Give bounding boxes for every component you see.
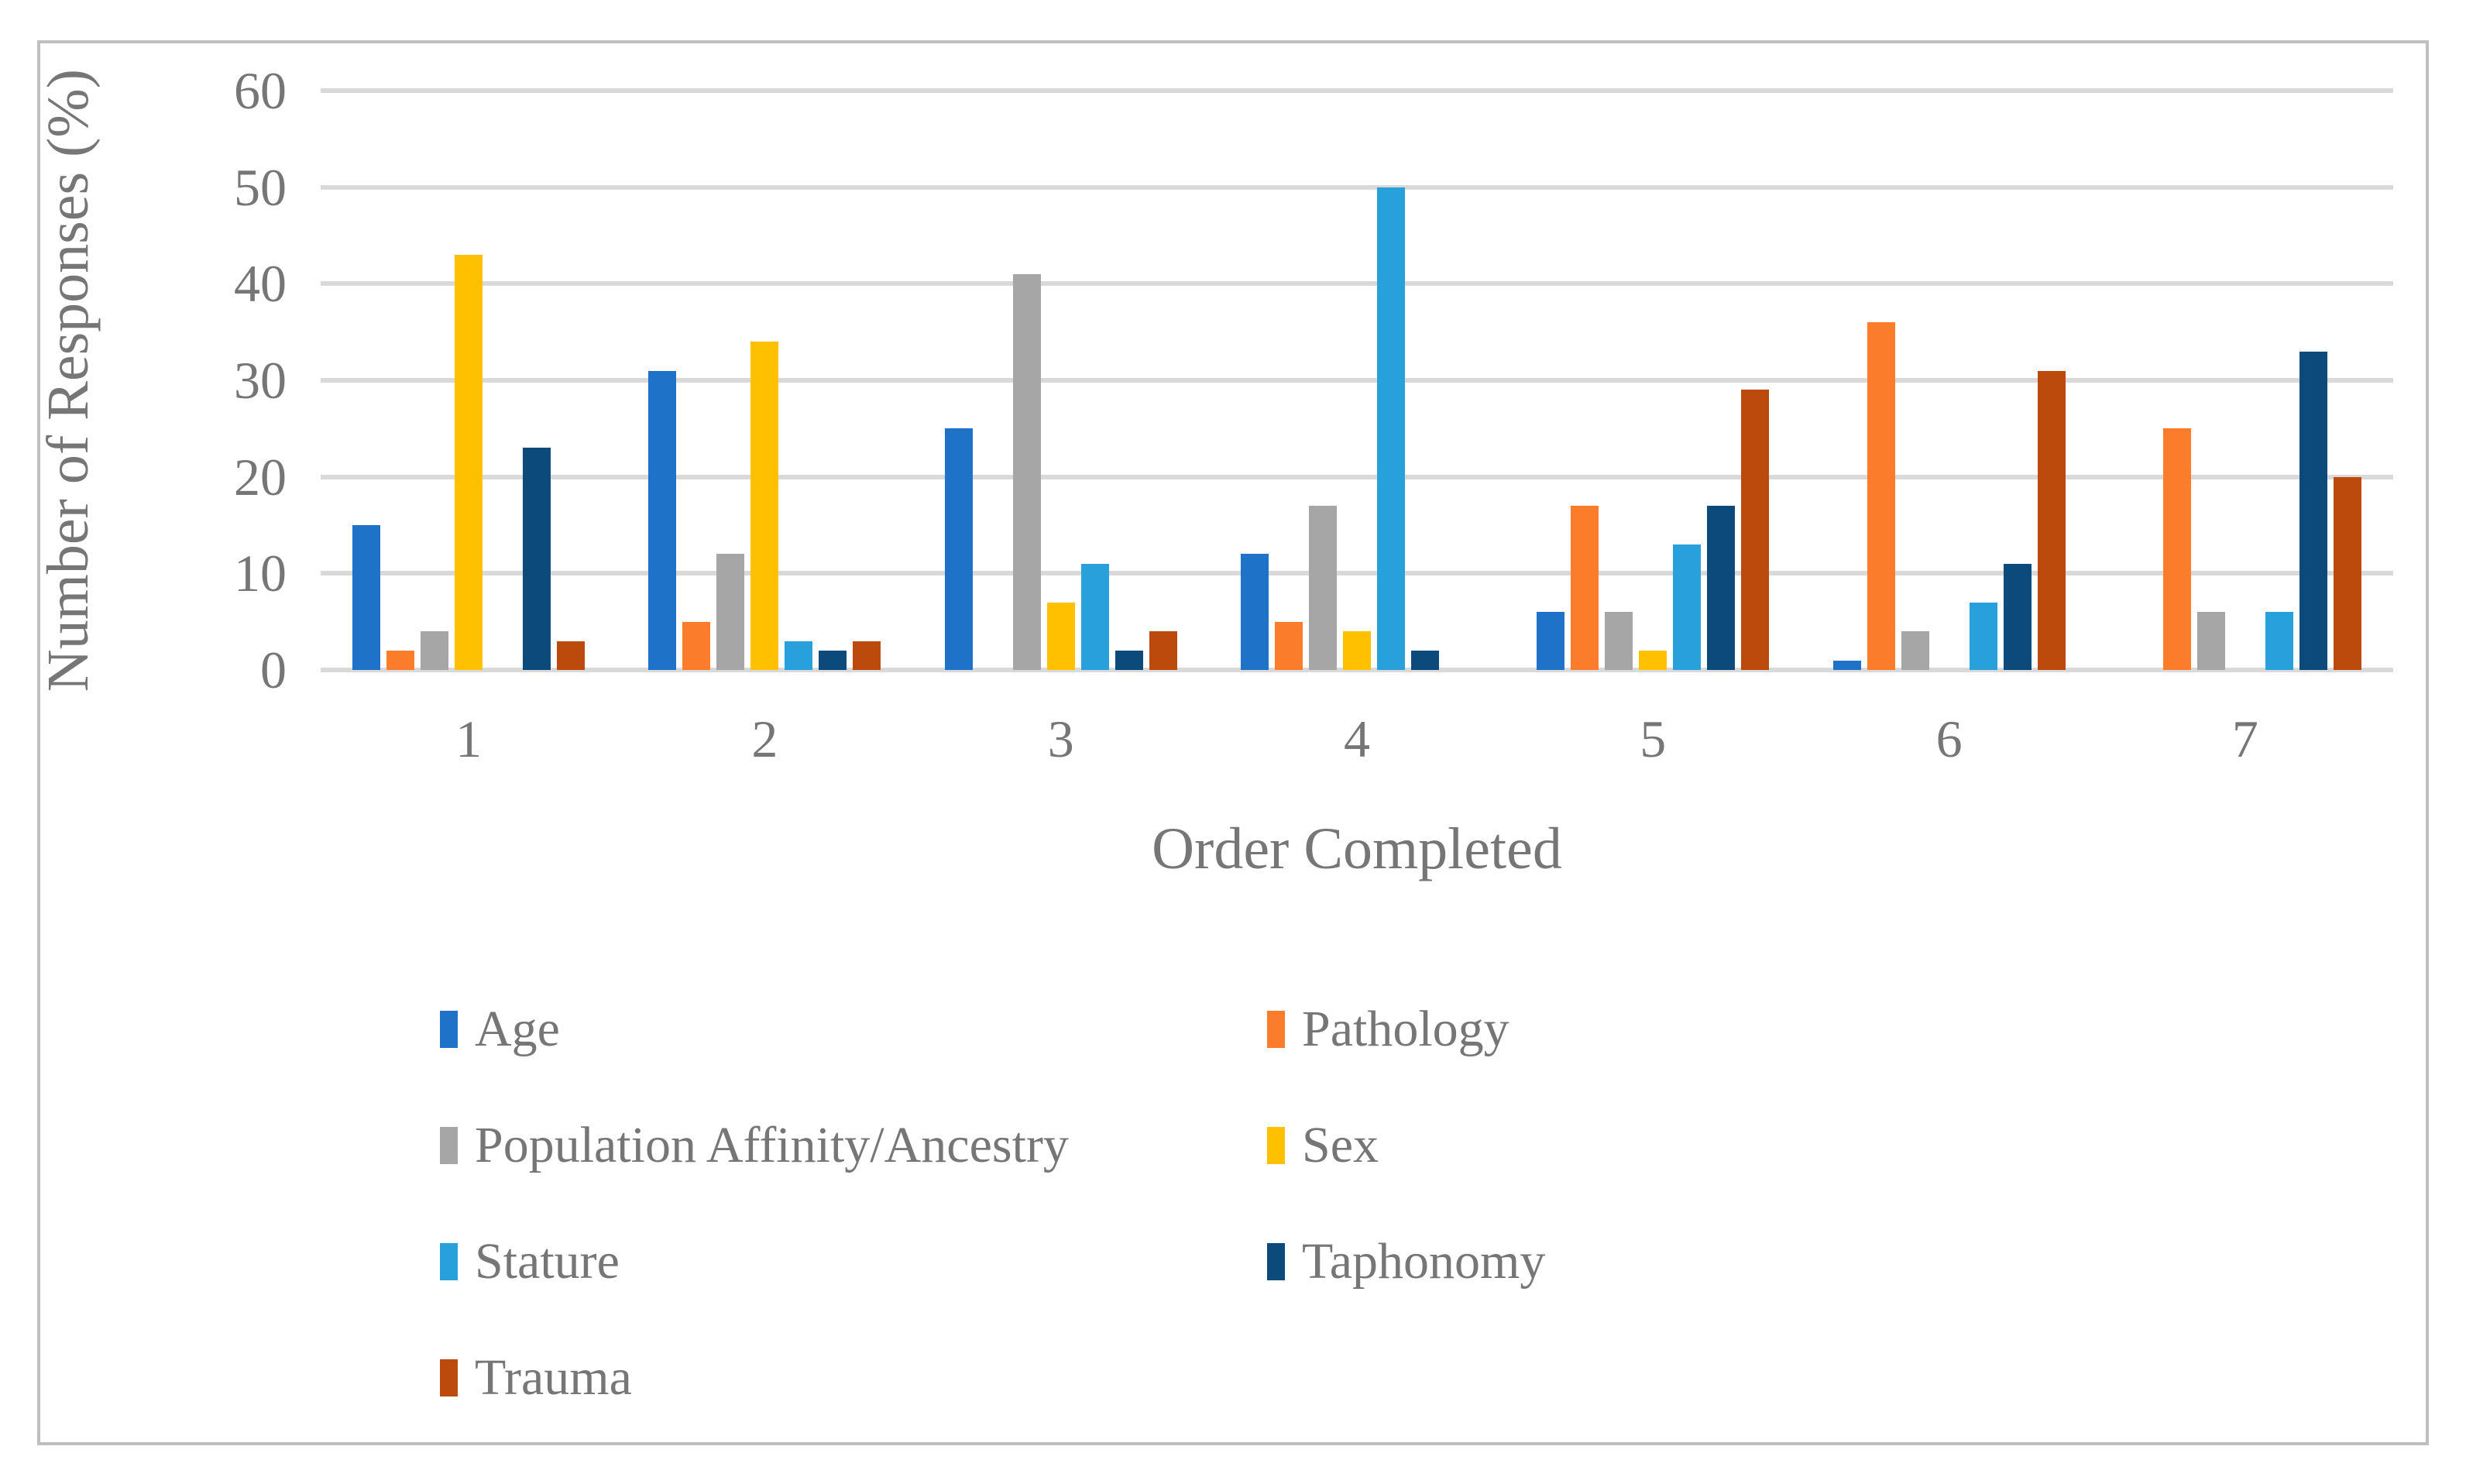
x-axis-title: Order Completed [1152, 816, 1562, 881]
bar-age-group-4 [1241, 554, 1269, 670]
bar-taphonomy-group-7 [2299, 351, 2327, 670]
bar-age-group-3 [944, 428, 973, 670]
legend-label: Population Affinity/Ancestry [475, 1117, 1069, 1173]
x-tick-label: 6 [1935, 709, 1963, 768]
bar-trauma-group-3 [1149, 631, 1177, 670]
bar-sex-group-2 [750, 342, 779, 670]
legend-label: Pathology [1302, 1001, 1509, 1057]
bar-stature-group-7 [2265, 612, 2293, 670]
gridline [321, 184, 2393, 190]
legend-label: Taphonomy [1302, 1233, 1546, 1290]
bar-stature-group-2 [785, 641, 813, 670]
bar-pathology-group-4 [1275, 621, 1303, 670]
y-tick-label: 30 [234, 351, 287, 410]
legend-label: Trauma [475, 1349, 632, 1406]
legend-swatch-age [440, 1011, 458, 1048]
legend-swatch-population-affinity-ancestry [440, 1127, 458, 1164]
bar-sex-group-1 [455, 254, 483, 670]
bar-sex-group-3 [1046, 602, 1075, 670]
bar-population-affinity-ancestry-group-7 [2196, 612, 2225, 670]
bar-stature-group-5 [1673, 544, 1702, 670]
x-tick-label: 2 [751, 709, 778, 768]
bar-trauma-group-6 [2037, 370, 2066, 670]
y-tick-label: 60 [234, 61, 287, 120]
legend-label: Sex [1302, 1117, 1379, 1173]
bar-taphonomy-group-2 [819, 651, 847, 670]
bar-stature-group-3 [1080, 563, 1109, 670]
y-tick-label: 10 [234, 544, 287, 603]
legend-swatch-stature [440, 1243, 458, 1280]
plot-area [321, 88, 2393, 672]
y-tick-label: 50 [234, 157, 287, 217]
legend-swatch-trauma [440, 1359, 458, 1396]
figure-border-frame [37, 40, 2429, 1445]
bar-age-group-1 [352, 525, 381, 670]
x-tick-label: 3 [1047, 709, 1074, 768]
bar-population-affinity-ancestry-group-5 [1605, 612, 1633, 670]
bar-stature-group-6 [1969, 602, 1997, 670]
y-tick-label: 20 [234, 447, 287, 507]
bar-age-group-6 [1832, 660, 1861, 670]
bar-population-affinity-ancestry-group-2 [716, 554, 745, 670]
legend-label: Stature [475, 1233, 620, 1290]
bar-age-group-5 [1537, 612, 1565, 670]
bar-pathology-group-6 [1867, 322, 1895, 670]
bar-pathology-group-1 [386, 651, 415, 670]
gridline [321, 378, 2393, 383]
legend-swatch-taphonomy [1267, 1243, 1285, 1280]
bar-pathology-group-5 [1571, 506, 1599, 670]
bar-pathology-group-7 [2162, 428, 2191, 670]
x-tick-label: 4 [1343, 709, 1370, 768]
legend-swatch-pathology [1267, 1011, 1285, 1048]
bar-taphonomy-group-3 [1115, 651, 1143, 670]
bar-trauma-group-5 [1741, 390, 1770, 670]
bar-trauma-group-2 [853, 641, 881, 670]
gridline [321, 281, 2393, 287]
gridline [321, 571, 2393, 576]
x-tick-label: 1 [455, 709, 483, 768]
legend-swatch-sex [1267, 1127, 1285, 1164]
y-axis-title: Number of Responses (%) [36, 69, 101, 692]
bar-sex-group-4 [1343, 631, 1371, 670]
bar-taphonomy-group-5 [1707, 506, 1736, 670]
bar-population-affinity-ancestry-group-4 [1309, 506, 1337, 670]
bar-taphonomy-group-4 [1411, 651, 1439, 670]
bar-stature-group-4 [1377, 187, 1405, 670]
bar-population-affinity-ancestry-group-1 [421, 631, 449, 670]
gridline [321, 668, 2393, 672]
bar-population-affinity-ancestry-group-6 [1901, 631, 1929, 670]
gridline [321, 474, 2393, 479]
bar-pathology-group-2 [682, 621, 711, 670]
bar-age-group-2 [648, 370, 677, 670]
bar-taphonomy-group-6 [2003, 563, 2032, 670]
y-tick-label: 40 [234, 254, 287, 314]
legend-label: Age [475, 1001, 560, 1057]
x-tick-label: 5 [1640, 709, 1667, 768]
x-tick-label: 7 [2231, 709, 2258, 768]
bar-taphonomy-group-1 [523, 448, 551, 670]
bar-trauma-group-1 [557, 641, 586, 670]
bar-sex-group-5 [1639, 651, 1667, 670]
y-tick-label: 0 [260, 641, 287, 699]
bar-trauma-group-7 [2333, 476, 2361, 670]
bar-population-affinity-ancestry-group-3 [1012, 273, 1041, 670]
y-axis-title-text: Number of Responses (%) [36, 68, 101, 692]
gridline [321, 88, 2393, 93]
